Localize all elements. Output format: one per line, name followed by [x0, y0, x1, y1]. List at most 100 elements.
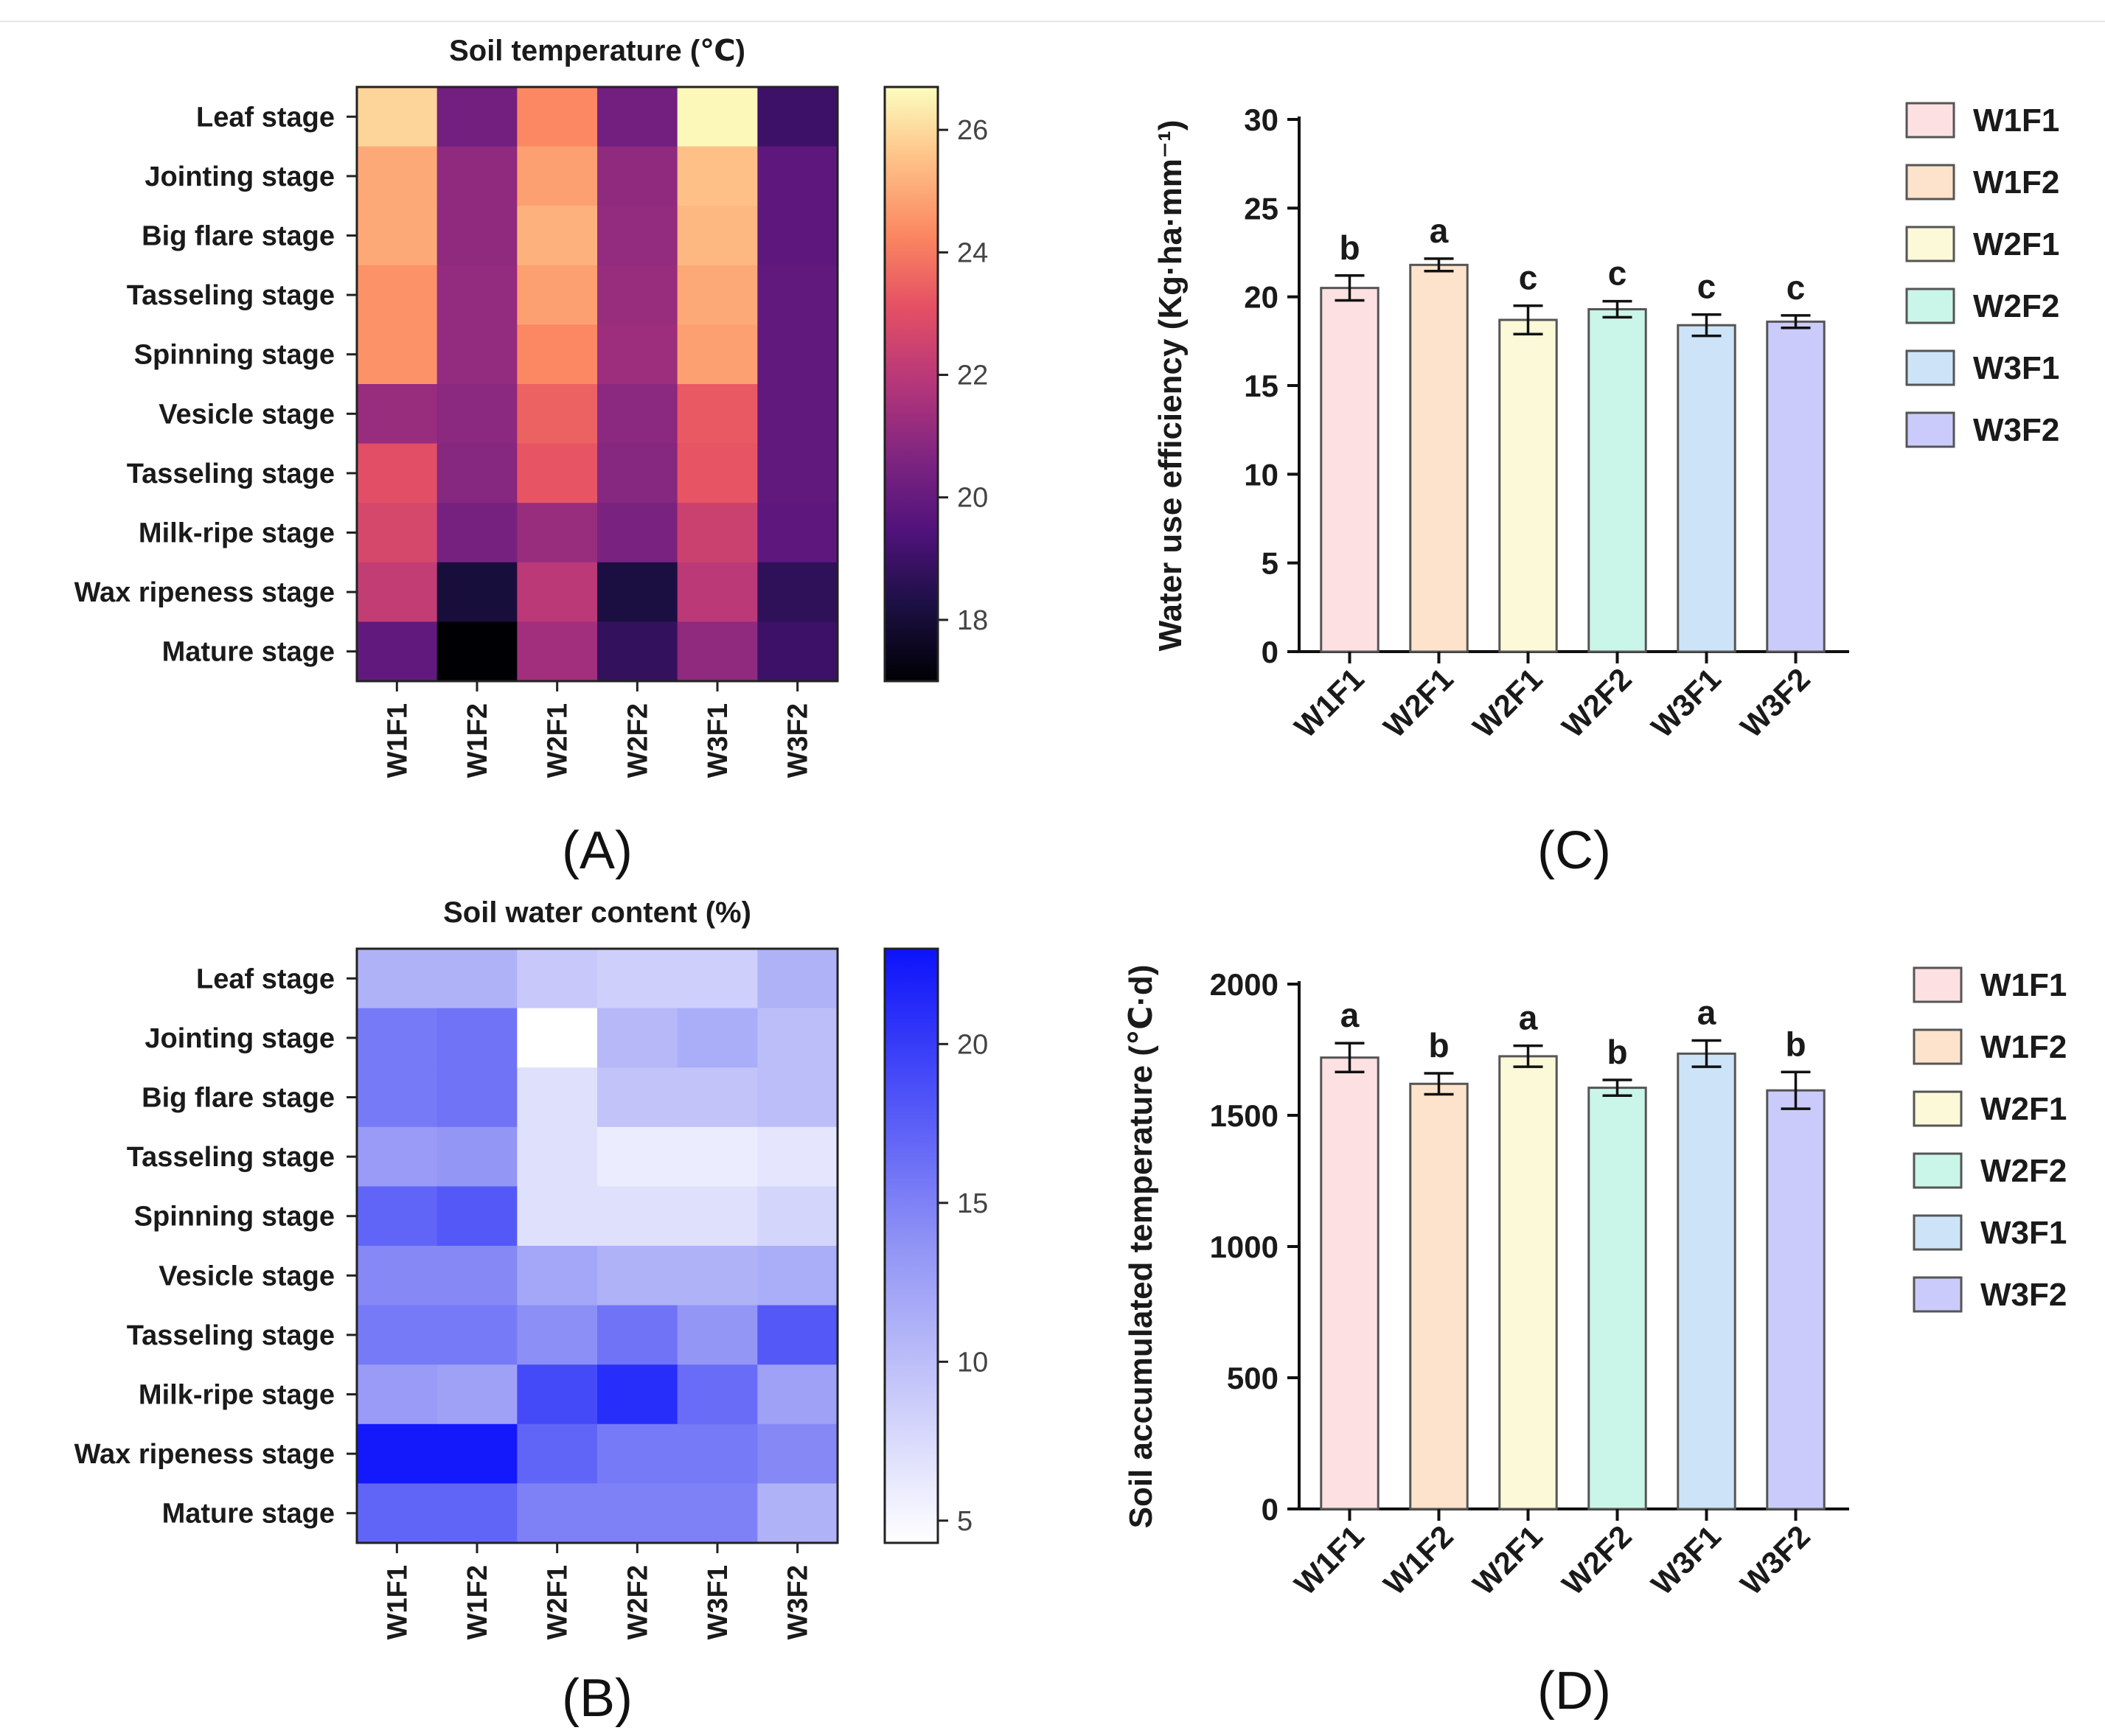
- y-tick-label-c: 0: [1262, 635, 1278, 669]
- x-tick-label-d: W3F1: [1644, 1519, 1727, 1601]
- heatmap-cell-b: [517, 1067, 598, 1128]
- heatmap-cell-a: [677, 265, 758, 325]
- heatmap-cell-a: [357, 206, 438, 266]
- row-label-b: Mature stage: [162, 1499, 335, 1530]
- bar-c: [1587, 308, 1647, 653]
- y-axis-label-c: Water use efficiency (Kg·ha·mm⁻¹): [1152, 120, 1189, 652]
- row-label-a: Wax ripeness stage: [74, 577, 335, 608]
- heatmap-cell-b: [357, 1483, 438, 1544]
- x-tick-label-c: W2F2: [1555, 661, 1638, 744]
- heatmap-cell-b: [757, 1423, 838, 1484]
- heatmap-cell-b: [436, 1423, 518, 1484]
- legend-swatch-d: [1913, 966, 1963, 1003]
- x-tick-label-c: W3F2: [1733, 661, 1816, 744]
- heatmap-cell-b: [677, 1186, 758, 1247]
- legend-swatch-c: [1905, 226, 1955, 262]
- heatmap-cell-a: [597, 443, 678, 503]
- legend-swatch-d: [1913, 1028, 1963, 1065]
- significance-letter-d: a: [1340, 996, 1360, 1034]
- heatmap-cell-a: [436, 621, 518, 682]
- legend-label-c: W3F2: [1973, 412, 2059, 448]
- heatmap-cell-a: [597, 324, 678, 385]
- heatmap-cell-b: [597, 1364, 678, 1425]
- col-label-a: W3F2: [783, 703, 814, 778]
- y-tick-label-c: 10: [1244, 457, 1278, 492]
- heatmap-cell-b: [436, 1364, 518, 1425]
- bar-c: [1766, 320, 1826, 653]
- heatmap-cell-b: [677, 1305, 758, 1365]
- heatmap-cell-a: [517, 384, 598, 445]
- heatmap-cell-a: [757, 503, 838, 563]
- legend-swatch-c: [1905, 349, 1955, 386]
- top-rule: [0, 21, 2105, 22]
- heatmap-cell-b: [436, 1483, 518, 1544]
- heatmap-cell-a: [357, 324, 438, 385]
- row-label-b: Big flare stage: [142, 1083, 335, 1114]
- heatmap-cell-b: [357, 1126, 438, 1187]
- y-axis-label-d: Soil accumulated temperature (℃·d): [1123, 965, 1159, 1529]
- legend-label-d: W2F1: [1980, 1091, 2067, 1127]
- legend-swatch-c: [1905, 287, 1955, 324]
- y-tick-label-d: 1000: [1210, 1230, 1278, 1264]
- heatmap-cell-b: [517, 949, 598, 1009]
- heatmap-cell-b: [757, 1067, 838, 1128]
- heatmap-cell-a: [757, 324, 838, 385]
- heatmap-cell-b: [517, 1008, 598, 1068]
- heatmap-cell-a: [597, 384, 678, 445]
- colorbar-tick-label-b: 20: [957, 1029, 988, 1060]
- heatmap-cell-b: [677, 1423, 758, 1484]
- legend-label-d: W2F2: [1980, 1153, 2067, 1189]
- heatmap-cell-b: [436, 1067, 518, 1128]
- heatmap-cell-a: [517, 265, 598, 325]
- x-tick-label-d: W2F1: [1466, 1519, 1548, 1601]
- legend-swatch-c: [1905, 411, 1955, 448]
- heatmap-cell-b: [597, 1186, 678, 1247]
- row-label-b: Milk-ripe stage: [139, 1380, 335, 1411]
- significance-letter-d: a: [1697, 994, 1716, 1032]
- heatmap-cell-b: [597, 1126, 678, 1187]
- significance-letter-c: c: [1519, 259, 1538, 297]
- y-tick-label-c: 30: [1244, 102, 1278, 137]
- heatmap-cell-a: [436, 324, 518, 385]
- heatmap-cell-a: [357, 265, 438, 325]
- heatmap-cell-a: [357, 87, 438, 147]
- heatmap-cell-b: [357, 1246, 438, 1306]
- heatmap-cell-a: [436, 384, 518, 445]
- panel-a-temperature-heatmap: Soil temperature (℃) Leaf stage Jointing s…: [74, 35, 989, 880]
- heatmap-cell-b: [357, 1067, 438, 1128]
- panel-label-b: (B): [562, 1669, 633, 1728]
- heatmap-cell-a: [757, 384, 838, 445]
- heatmap-cell-b: [597, 1008, 678, 1068]
- heatmap-cell-b: [357, 1423, 438, 1484]
- bar-d: [1498, 1055, 1558, 1510]
- heatmap-cell-b: [436, 1008, 518, 1068]
- row-label-a: Tasseling stage: [127, 459, 335, 489]
- heatmap-cell-a: [597, 621, 678, 682]
- heatmap-cell-b: [517, 1483, 598, 1544]
- panel-c-wue-bar-chart: 0 5 10 15 20 25 30 Water use efficiency (Kg·ha·…: [1152, 102, 2059, 880]
- row-label-b: Wax ripeness stage: [74, 1439, 335, 1470]
- colorbar-b: [883, 947, 939, 1544]
- x-tick-label-c: W2F1: [1377, 661, 1459, 744]
- heatmap-cell-a: [517, 621, 598, 682]
- heatmap-cell-b: [357, 1364, 438, 1425]
- heatmap-cell-b: [677, 949, 758, 1009]
- row-label-b: Tasseling stage: [127, 1320, 335, 1351]
- heatmap-cell-a: [357, 146, 438, 206]
- heatmap-cell-a: [517, 562, 598, 622]
- colorbar-tick-label-a: 24: [957, 237, 988, 268]
- col-label-b: W2F2: [622, 1565, 653, 1639]
- significance-letter-c: b: [1339, 229, 1360, 267]
- x-tick-label-d: W2F2: [1555, 1519, 1638, 1601]
- significance-letter-d: b: [1607, 1033, 1627, 1071]
- heatmap-cell-b: [757, 1186, 838, 1247]
- heatmap-cell-b: [436, 1186, 518, 1247]
- bar-d: [1677, 1052, 1736, 1510]
- legend-swatch-d: [1913, 1090, 1963, 1127]
- x-tick-label-c: W1F1: [1287, 661, 1370, 744]
- heatmap-cell-b: [597, 1246, 678, 1306]
- legend-swatch-d: [1913, 1152, 1963, 1189]
- heatmap-cell-b: [357, 1008, 438, 1068]
- heatmap-cell-b: [517, 1305, 598, 1365]
- heatmap-cell-b: [757, 1364, 838, 1425]
